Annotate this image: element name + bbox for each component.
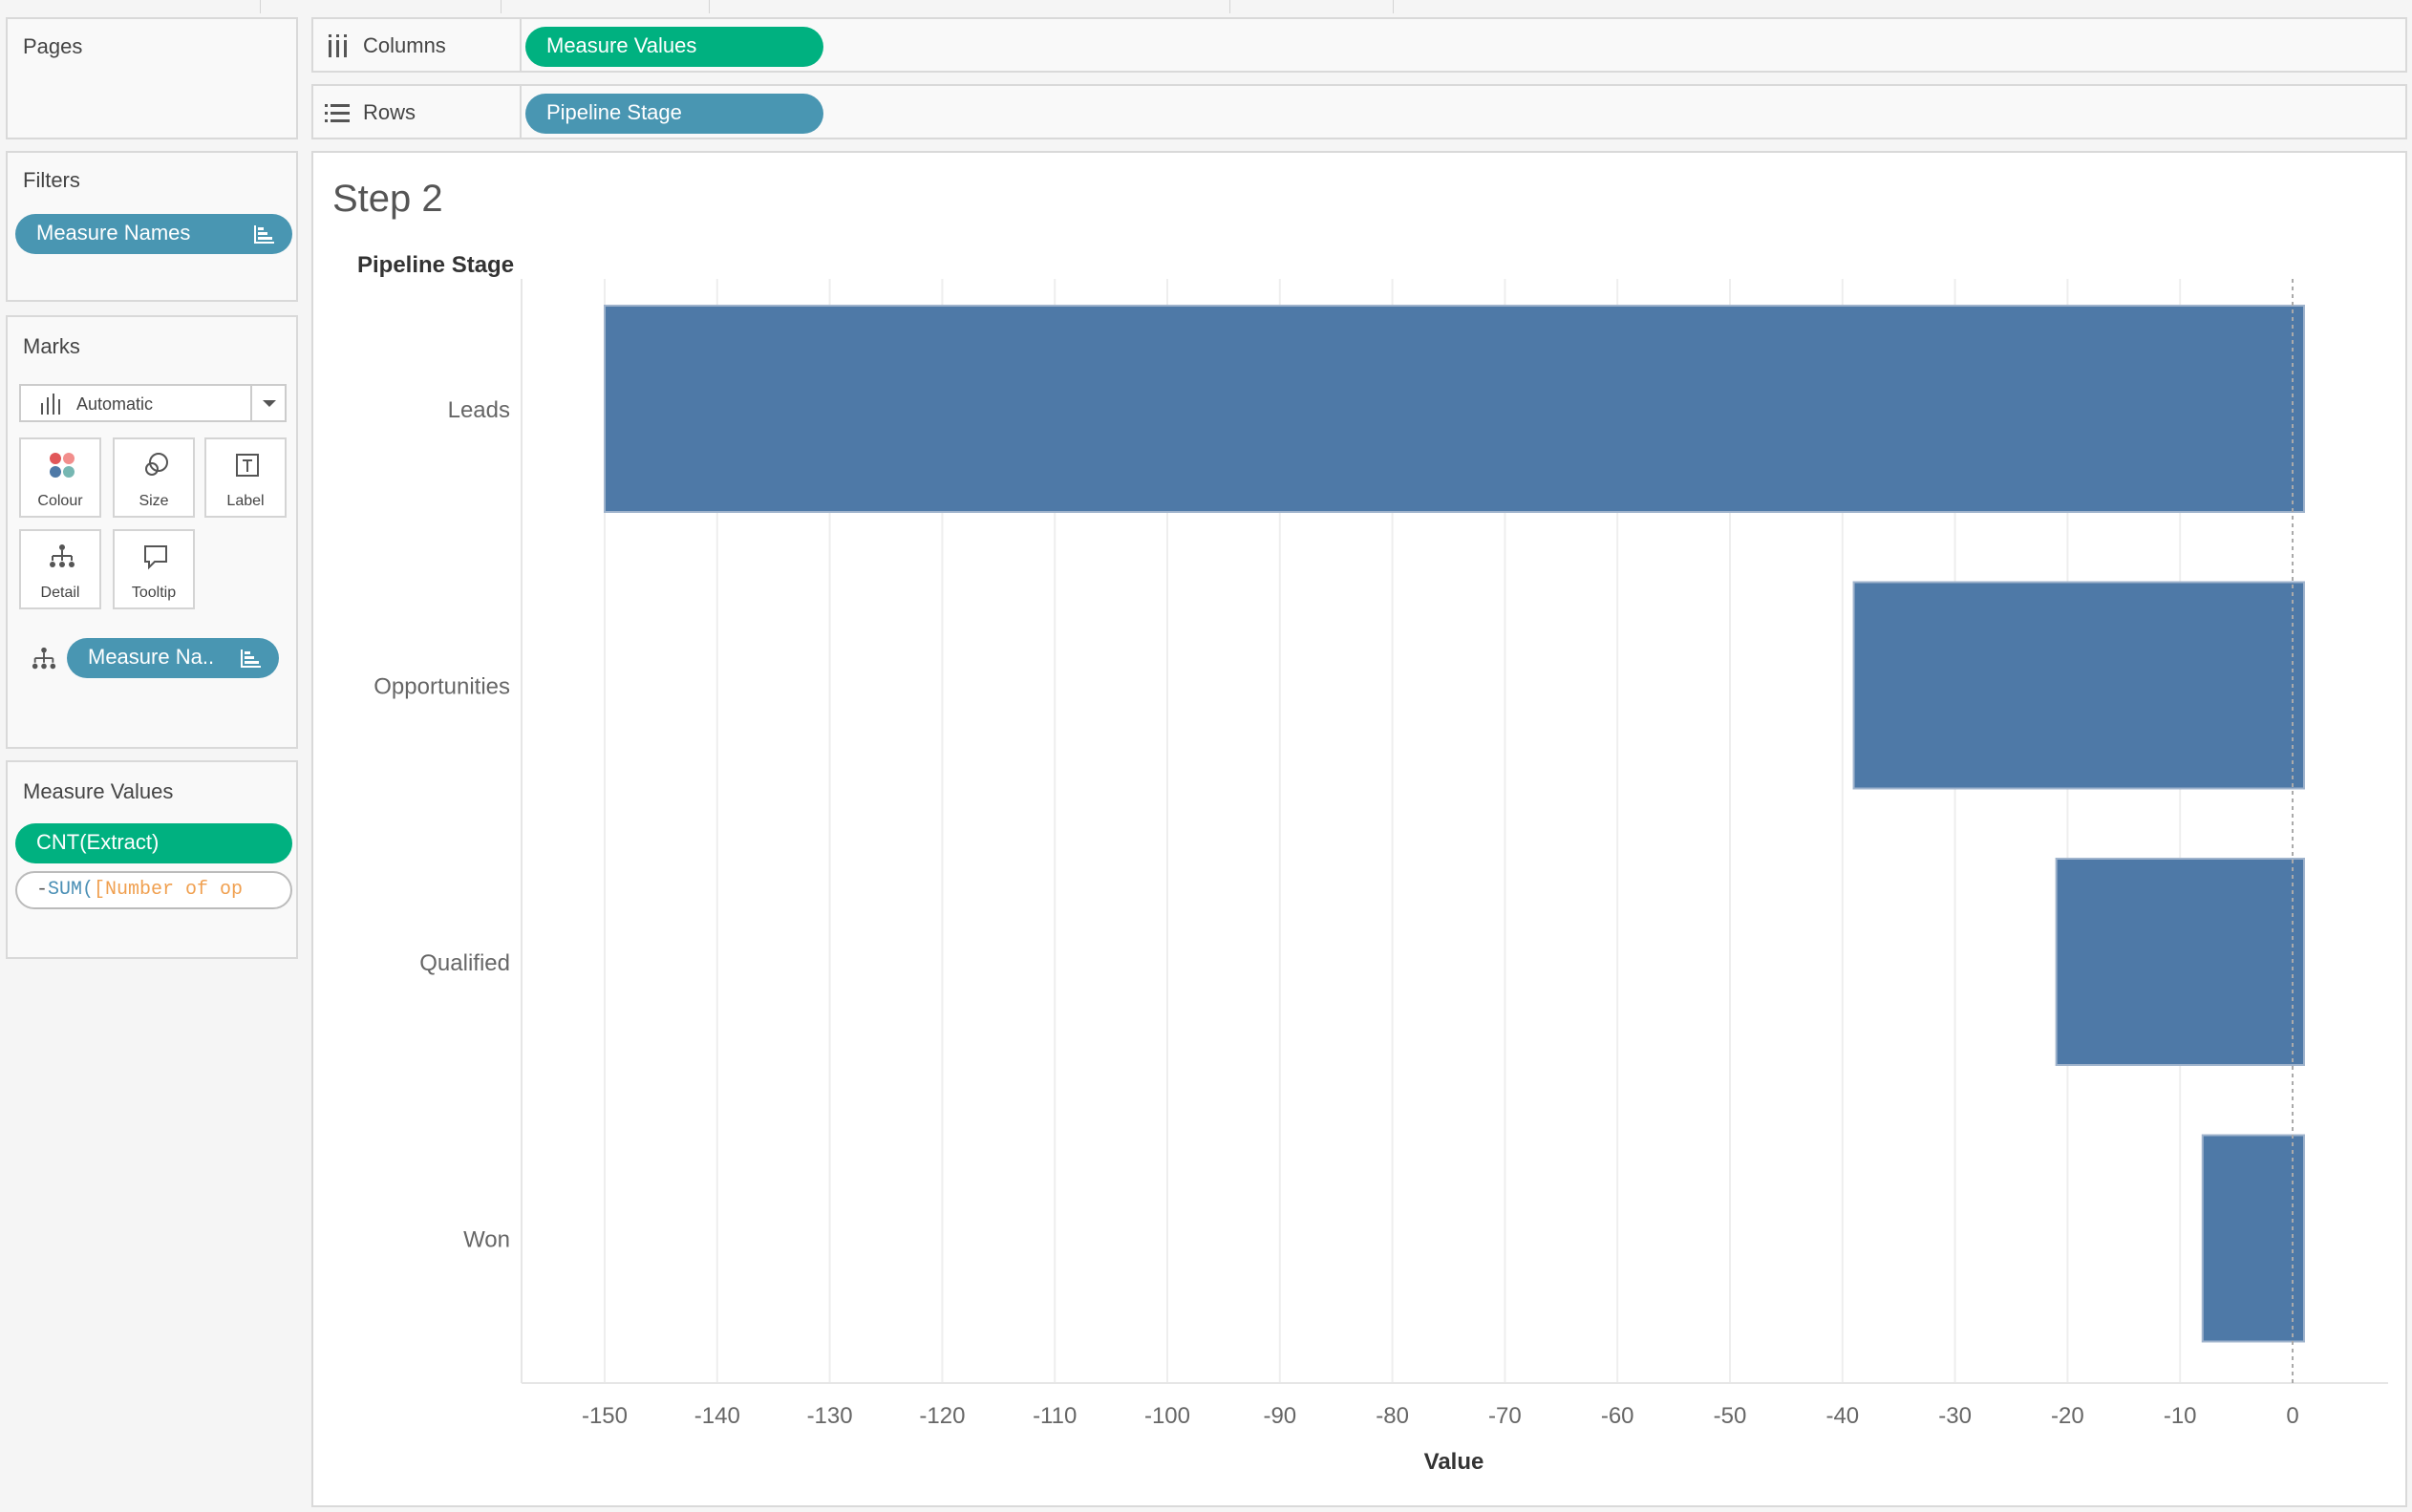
columns-label: Columns — [363, 33, 446, 57]
calc-field: [Number of op — [94, 879, 244, 901]
rows-shelf[interactable]: Rows Pipeline Stage — [311, 84, 2407, 139]
bar[interactable] — [604, 305, 2305, 513]
bar[interactable] — [2055, 858, 2306, 1066]
filters-title: Filters — [23, 168, 80, 192]
detail-pill-label: Measure Na.. — [88, 645, 215, 669]
x-tick-label: -20 — [2051, 1403, 2084, 1429]
category-label: Qualified — [419, 950, 510, 976]
sort-icon — [241, 650, 261, 668]
marks-title: Marks — [23, 334, 80, 358]
x-tick-label: -100 — [1144, 1403, 1190, 1429]
label-label: Label — [226, 493, 265, 509]
size-label: Size — [139, 493, 169, 509]
x-tick-label: -80 — [1376, 1403, 1409, 1429]
x-tick-label: -60 — [1601, 1403, 1634, 1429]
columns-pill-measure-values[interactable]: Measure Values — [525, 27, 823, 67]
filter-pill-measure-names[interactable]: Measure Names — [15, 214, 292, 254]
x-tick-label: -10 — [2164, 1403, 2197, 1429]
top-toolbar-strip — [0, 0, 2412, 13]
size-icon — [145, 453, 168, 476]
rows-pill-label: Pipeline Stage — [546, 100, 682, 124]
category-label: Won — [463, 1227, 510, 1253]
detail-icon — [32, 647, 56, 670]
tooltip-button[interactable]: Tooltip — [113, 529, 195, 609]
columns-icon — [329, 34, 347, 57]
mark-type-dropdown[interactable]: Automatic — [19, 384, 287, 422]
category-label: Leads — [448, 397, 510, 423]
measure-pill-label: CNT(Extract) — [36, 830, 160, 854]
filter-pill-label: Measure Names — [36, 221, 191, 245]
colour-label: Colour — [37, 493, 83, 509]
size-button[interactable]: Size — [113, 437, 195, 518]
measure-values-card[interactable]: Measure Values CNT(Extract) -SUM([Number… — [6, 760, 298, 959]
calc-prefix: - — [36, 879, 49, 901]
mark-type-label: Automatic — [76, 394, 154, 414]
columns-shelf-label: Columns — [313, 19, 522, 71]
chevron-down-icon[interactable] — [262, 399, 277, 409]
rows-label: Rows — [363, 100, 416, 124]
pages-title: Pages — [23, 34, 83, 58]
pages-card[interactable]: Pages — [6, 17, 298, 139]
x-tick-label: -140 — [694, 1403, 740, 1429]
dropdown-divider — [250, 386, 252, 420]
measure-pill-cnt-extract[interactable]: CNT(Extract) — [15, 823, 292, 863]
detail-button[interactable]: Detail — [19, 529, 101, 609]
x-tick-label: -40 — [1825, 1403, 1859, 1429]
x-axis-title: Value — [1424, 1449, 1484, 1475]
rows-icon — [325, 104, 350, 122]
x-tick-label: -70 — [1488, 1403, 1522, 1429]
bar-chart-icon — [41, 394, 60, 415]
tooltip-label: Tooltip — [131, 585, 177, 601]
colour-button[interactable]: Colour — [19, 437, 101, 518]
category-label: Opportunities — [374, 674, 510, 700]
measure-values-title: Measure Values — [23, 779, 174, 803]
label-icon — [236, 454, 259, 477]
label-button[interactable]: Label — [204, 437, 287, 518]
detail-label: Detail — [40, 585, 80, 601]
measure-pill-calculation[interactable]: -SUM([Number of op — [15, 871, 292, 909]
detail-icon — [50, 544, 75, 567]
bar[interactable] — [2201, 1134, 2306, 1343]
row-header-pipeline-stage[interactable]: Pipeline Stage — [357, 252, 515, 278]
sort-icon — [254, 225, 274, 244]
x-tick-label: -150 — [582, 1403, 628, 1429]
x-tick-label: -50 — [1714, 1403, 1747, 1429]
x-tick-label: -90 — [1263, 1403, 1296, 1429]
x-tick-label: -130 — [807, 1403, 853, 1429]
rows-shelf-label: Rows — [313, 86, 522, 138]
bar[interactable] — [1852, 581, 2305, 790]
colour-icon — [50, 453, 75, 478]
calc-function: SUM( — [48, 879, 95, 901]
x-tick-label: -110 — [1033, 1403, 1077, 1429]
rows-pill-pipeline-stage[interactable]: Pipeline Stage — [525, 94, 823, 134]
tooltip-icon — [144, 545, 167, 570]
x-tick-label: -120 — [919, 1403, 965, 1429]
filters-card[interactable]: Filters Measure Names — [6, 151, 298, 302]
worksheet-title: Step 2 — [332, 178, 443, 220]
columns-shelf[interactable]: Columns Measure Values — [311, 17, 2407, 73]
marks-card[interactable]: Marks Automatic Colour Size Label Detail… — [6, 315, 298, 749]
detail-pill-measure-names[interactable]: Measure Na.. — [67, 638, 279, 678]
x-tick-label: 0 — [2286, 1403, 2298, 1429]
x-tick-label: -30 — [1938, 1403, 1972, 1429]
columns-pill-label: Measure Values — [546, 33, 697, 57]
